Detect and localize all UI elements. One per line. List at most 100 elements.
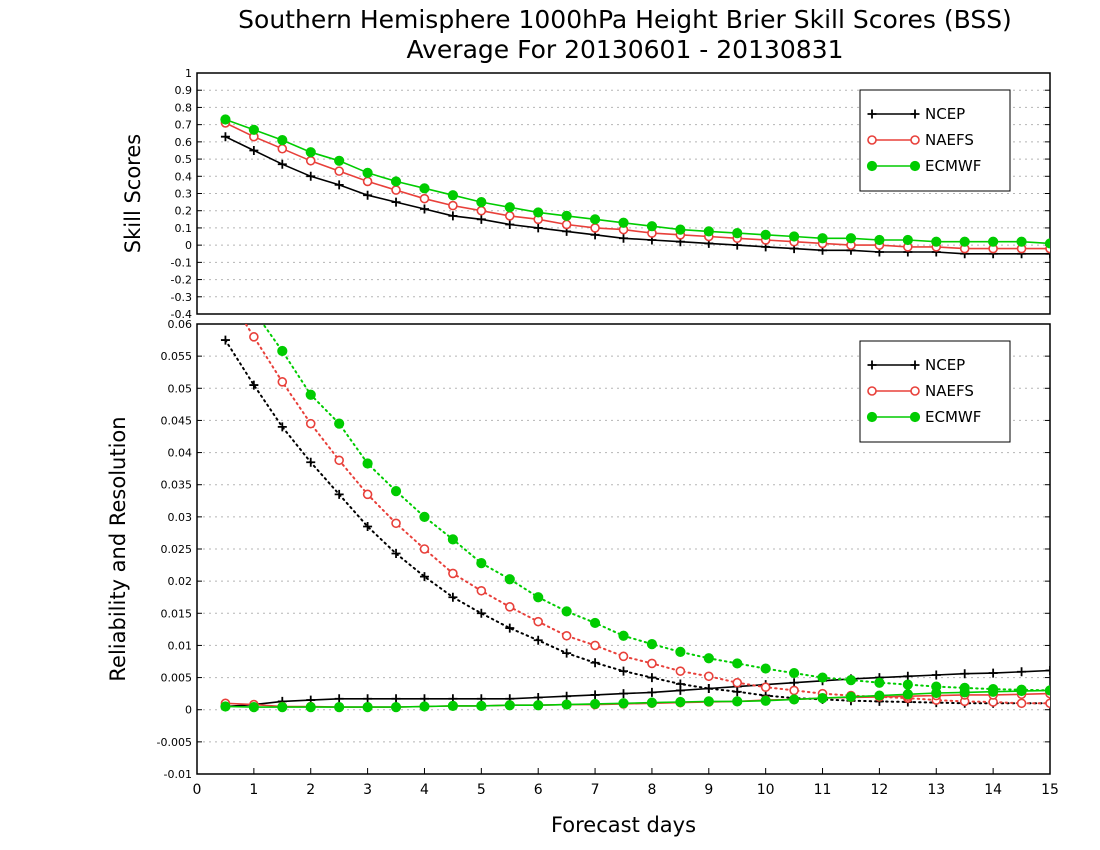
ecmwf-reliability-point [732,696,743,707]
y-tick-label: 0.5 [175,153,193,166]
x-tick-label: 13 [927,782,945,798]
plot-area [220,114,1050,259]
ncep-resolution-point [334,489,344,499]
y-tick-label: 0.055 [161,350,193,363]
ncep-skill-point [306,171,316,181]
ncep-reliability-point [988,668,998,678]
x-tick-label: 4 [420,782,429,798]
legend-label: ECMWF [925,157,981,175]
ncep-reliability-point [647,687,657,697]
ecmwf-resolution-point [817,672,828,683]
ncep-reliability-point [391,694,401,704]
naefs-reliability-line [225,692,1050,708]
ncep-skill-line [225,135,1050,255]
ncep-skill-point [1045,249,1050,259]
ncep-resolution-point [277,422,287,432]
legend-marker [867,135,877,145]
ecmwf-resolution-point [533,592,544,603]
x-tick-label: 11 [814,782,832,798]
ecmwf-reliability-point [1044,685,1050,696]
naefs-resolution-point [618,651,629,662]
legend-label: NCEP [925,105,965,123]
naefs-resolution-point [334,455,344,466]
y-tick-label: 0.6 [175,136,193,149]
y-tick-label: 0.01 [168,639,193,652]
y-tick-label: 0.06 [168,318,193,331]
ecmwf-resolution-point [646,639,658,650]
ecmwf-skill-point [1016,236,1027,247]
ecmwf-reliability-point [561,699,572,710]
ecmwf-reliability-point [760,695,771,706]
ecmwf-skill-point [703,226,714,237]
y-tick-label: -0.1 [171,256,192,269]
skill-score-panel: -0.4 -0.3 -0.2 -0.1 0 0.1 0.2 0.3 0.4 0.5 0.6 0.7 0.… [121,67,1051,321]
ecmwf-resolution-point [561,606,572,617]
ncep-skill-point [533,223,543,233]
x-tick-label: 10 [757,782,775,798]
ncep-resolution-point [647,673,657,683]
y-tick-label: 0.04 [168,447,193,460]
ecmwf-skill-point [675,224,686,235]
naefs-resolution-point [391,518,401,529]
naefs-resolution-point [362,489,373,500]
ecmwf-resolution-line [261,324,1050,692]
ncep-skill-point [505,219,515,229]
legend-marker [867,109,877,119]
plot-frame [196,72,1051,315]
y-tick-label: 0.035 [161,479,193,492]
naefs-resolution-point [504,602,515,612]
legend-label: NAEFS [925,131,974,149]
y-tick-label: 0.03 [168,511,193,524]
ecmwf-reliability-point [845,691,857,702]
ncep-reliability-point [1017,667,1027,677]
ecmwf-skill-point [447,190,458,201]
ncep-reliability-point [675,685,685,695]
y-axis-label: Reliability and Resolution [106,416,130,681]
y-tick-label: 0.3 [175,188,193,201]
legend-marker [910,135,920,145]
ecmwf-skill-point [988,236,999,247]
ecmwf-reliability-point [390,702,402,713]
naefs-resolution-point [732,677,743,688]
ecmwf-reliability-point [419,701,430,712]
naefs-resolution-point [249,332,259,342]
ncep-resolution-point [590,658,600,668]
ecmwf-skill-point [789,231,800,242]
ecmwf-resolution-point [703,653,714,664]
y-tick-label: 0.1 [175,222,193,235]
naefs-resolution-point [448,568,458,579]
ncep-reliability-point [1045,666,1050,675]
y-tick-label: 0.7 [175,119,193,132]
x-tick-label: 2 [306,782,315,798]
legend-marker [867,360,877,370]
ecmwf-skill-point [305,147,316,158]
ecmwf-reliability-point [589,698,601,710]
ecmwf-skill-point [334,155,345,166]
naefs-skill-point [590,223,600,233]
naefs-skill-point [448,200,458,211]
ecmwf-reliability-point [618,698,629,709]
ncep-resolution-point [220,335,230,345]
ecmwf-skill-point [248,124,259,135]
naefs-skill-point [334,166,344,176]
naefs-resolution-point [419,544,430,554]
y-tick-label: 0.8 [175,101,193,114]
x-tick-label: 0 [193,782,202,798]
chart-title: Southern Hemisphere 1000hPa Height Brier… [238,5,1012,34]
naefs-skill-point [419,193,430,204]
y-tick-label: -0.4 [171,308,192,321]
y-axis-label: Skill Scores [121,134,145,253]
ecmwf-resolution-point [447,534,458,545]
legend-marker [910,360,920,370]
ncep-skill-point [391,197,401,207]
ecmwf-reliability-point [334,702,345,713]
ncep-reliability-point [704,684,714,693]
y-tick-label: 0.2 [175,205,193,218]
ecmwf-skill-point [902,234,913,246]
x-tick-label: 12 [870,782,888,798]
ncep-resolution-point [391,549,401,558]
naefs-resolution-point [647,658,657,669]
ncep-resolution-point [363,522,373,531]
ecmwf-skill-point [277,135,288,146]
